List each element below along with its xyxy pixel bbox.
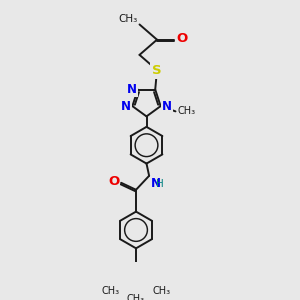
Text: CH₃: CH₃ (127, 294, 145, 300)
Text: CH₃: CH₃ (153, 286, 171, 296)
Text: S: S (152, 64, 162, 76)
Text: N: N (121, 100, 131, 112)
Text: N: N (151, 177, 161, 190)
Text: O: O (176, 32, 188, 45)
Text: O: O (108, 176, 119, 188)
Text: N: N (127, 82, 136, 96)
Text: CH₃: CH₃ (118, 14, 138, 24)
Text: CH₃: CH₃ (101, 286, 119, 296)
Text: CH₃: CH₃ (177, 106, 195, 116)
Text: H: H (156, 179, 164, 189)
Text: N: N (162, 100, 172, 112)
